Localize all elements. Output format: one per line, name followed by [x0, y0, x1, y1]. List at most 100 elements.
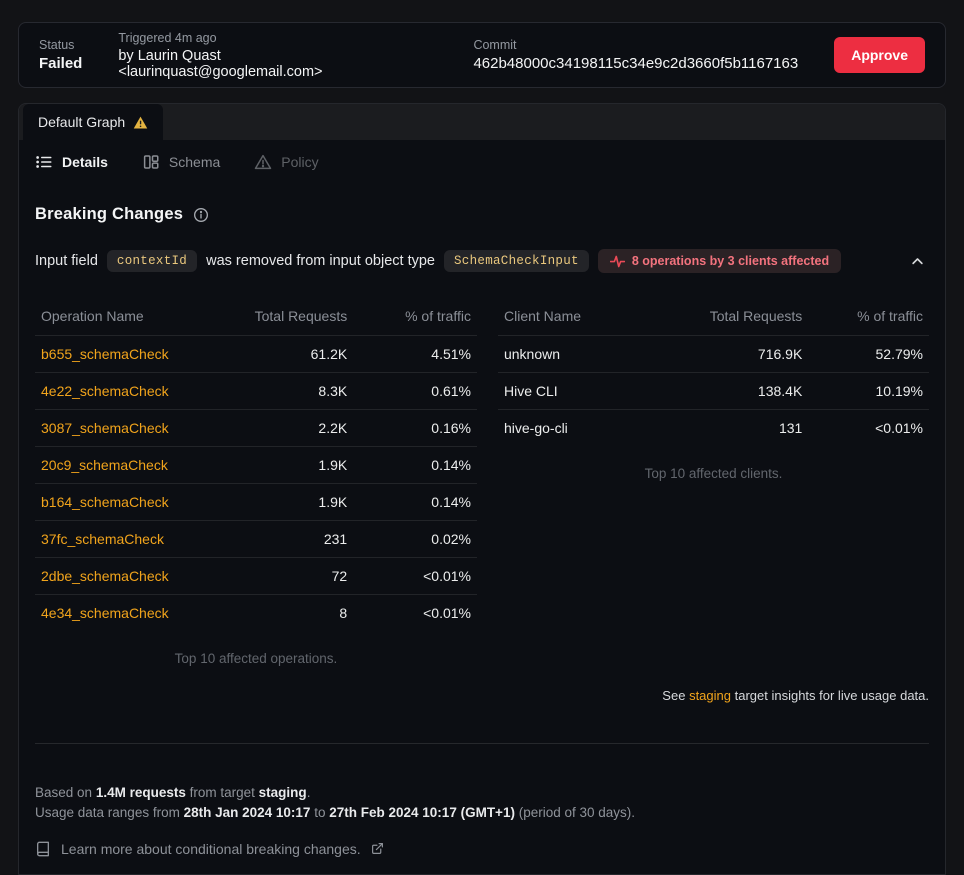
footer-line-requests: Based on 1.4M requests from target stagi…	[35, 784, 311, 800]
triggered-label: Triggered 4m ago	[118, 30, 217, 45]
target-name: staging	[258, 784, 307, 800]
subtab-bar: Details Schema Policy	[35, 140, 929, 184]
table-row: 3087_schemaCheck 2.2K 0.16%	[35, 409, 477, 447]
traffic-percent-cell: 0.02%	[353, 520, 477, 558]
breaking-change-row: Input field contextId was removed from i…	[35, 249, 929, 273]
traffic-percent-cell: <0.01%	[423, 605, 471, 622]
operation-name-link[interactable]: b655_schemaCheck	[35, 335, 221, 373]
tab-default-graph[interactable]: Default Graph	[23, 104, 164, 140]
external-link-icon	[371, 842, 384, 855]
traffic-percent-cell: 4.51%	[353, 335, 477, 373]
change-text-prefix: Input field	[35, 253, 98, 269]
total-requests-cell: 72	[220, 557, 354, 595]
total-requests-cell: 1.9K	[220, 483, 354, 521]
operations-column: Operation Name Total Requests% of traffic…	[35, 302, 477, 666]
staging-target-link[interactable]: staging	[689, 687, 731, 703]
traffic-percent-cell: 0.14%	[353, 483, 477, 521]
change-text-middle: was removed from input object type	[206, 253, 435, 269]
column-header: % of traffic	[353, 302, 477, 336]
traffic-percent-cell: 0.14%	[353, 446, 477, 484]
insights-note-post: target insights for live usage data.	[734, 687, 929, 703]
total-requests-cell: 2.2K	[220, 409, 354, 447]
book-icon	[35, 841, 51, 857]
graph-tab-strip: Default Graph	[19, 104, 945, 140]
insights-note-pre: See	[662, 687, 686, 703]
operation-name-link[interactable]: 2dbe_schemaCheck	[35, 557, 221, 595]
total-requests-cell: 1.9K	[220, 446, 354, 484]
field-code-badge: contextId	[106, 250, 198, 272]
graph-tab-label: Default Graph	[38, 114, 126, 130]
traffic-percent-cell: 0.61%	[353, 372, 477, 410]
client-name-cell: Hive CLI	[497, 372, 679, 410]
commit-label: Commit	[473, 38, 517, 52]
usage-tables: Operation Name Total Requests% of traffic…	[35, 302, 929, 666]
operations-header-row: Operation Name Total Requests% of traffic	[35, 302, 477, 336]
clients-column: Client Name Total Requests% of traffic un…	[497, 302, 929, 666]
policy-warning-icon	[254, 153, 272, 171]
operation-name-link[interactable]: 4e34_schemaCheck	[41, 605, 169, 622]
total-requests-cell: 716.9K	[679, 335, 809, 373]
table-row: 20c9_schemaCheck 1.9K 0.14%	[35, 446, 477, 484]
tab-details-label: Details	[62, 154, 108, 170]
traffic-percent-cell: <0.01%	[353, 557, 477, 595]
status-value: Failed	[39, 55, 83, 72]
learn-more-link[interactable]: Learn more about conditional breaking ch…	[61, 840, 361, 857]
collapse-chevron-icon[interactable]	[906, 250, 929, 273]
commit-value: 462b48000c34198115c34e9c2d3660f5b1167163	[473, 55, 799, 72]
section-title: Breaking Changes	[35, 205, 184, 223]
footer-line-period: Usage data ranges from 28th Jan 2024 10:…	[35, 804, 636, 820]
column-header: % of traffic	[808, 302, 929, 336]
clients-caption: Top 10 affected clients.	[644, 465, 783, 481]
triggered-value: by Laurin Quast <laurinquast@googlemail.…	[118, 47, 323, 80]
client-name-cell: hive-go-cli	[503, 420, 568, 437]
traffic-percent-cell: <0.01%	[875, 420, 923, 437]
tab-details[interactable]: Details	[35, 153, 108, 171]
date-from: 28th Jan 2024 10:17	[183, 804, 311, 820]
table-row: b655_schemaCheck 61.2K 4.51%	[35, 335, 477, 373]
approve-button[interactable]: Approve	[834, 37, 925, 73]
type-code-badge: SchemaCheckInput	[444, 250, 589, 272]
clients-table: Client Name Total Requests% of traffic un…	[497, 302, 929, 447]
operations-table: Operation Name Total Requests% of traffic…	[35, 302, 477, 632]
status-label: Status	[39, 38, 75, 52]
column-header: Operation Name	[35, 302, 221, 336]
usage-footer: Based on 1.4M requests from target stagi…	[35, 783, 929, 859]
total-requests-cell: 8	[339, 605, 348, 622]
total-requests-cell: 138.4K	[679, 372, 809, 410]
column-header: Total Requests	[679, 302, 809, 336]
operation-name-link[interactable]: 20c9_schemaCheck	[35, 446, 221, 484]
total-requests-cell: 231	[220, 520, 354, 558]
traffic-percent-cell: 10.19%	[808, 372, 929, 410]
details-panel: Details Schema Policy Breaking Chan	[19, 140, 945, 874]
check-header-card: Status Failed Triggered 4m ago by Laurin…	[18, 22, 946, 88]
list-icon	[35, 153, 53, 171]
info-icon[interactable]	[193, 207, 209, 223]
schema-columns-icon	[142, 153, 160, 171]
traffic-percent-cell: 0.16%	[353, 409, 477, 447]
total-requests-cell: 131	[778, 420, 803, 437]
tab-policy[interactable]: Policy	[254, 153, 319, 171]
insights-note: See staging target insights for live usa…	[35, 688, 929, 703]
operation-name-link[interactable]: 37fc_schemaCheck	[35, 520, 221, 558]
clients-header-row: Client Name Total Requests% of traffic	[497, 302, 929, 336]
commit-block: Commit 462b48000c34198115c34e9c2d3660f5b…	[473, 38, 798, 72]
tab-schema-label: Schema	[168, 154, 221, 170]
affected-operations-badge[interactable]: 8 operations by 3 clients affected	[597, 249, 842, 273]
tab-policy-label: Policy	[281, 154, 319, 170]
table-row: 2dbe_schemaCheck 72 <0.01%	[35, 557, 477, 595]
traffic-percent-cell: 52.79%	[808, 335, 929, 373]
operation-name-link[interactable]: 3087_schemaCheck	[35, 409, 221, 447]
check-detail-card: Default Graph Details	[18, 103, 946, 875]
status-block: Status Failed	[39, 38, 82, 72]
total-requests-cell: 8.3K	[220, 372, 354, 410]
table-row: 37fc_schemaCheck 231 0.02%	[35, 520, 477, 558]
operations-caption: Top 10 affected operations.	[174, 650, 338, 666]
tab-schema[interactable]: Schema	[142, 153, 220, 171]
column-header: Client Name	[497, 302, 679, 336]
warning-triangle-icon	[133, 115, 148, 130]
operation-name-link[interactable]: b164_schemaCheck	[35, 483, 221, 521]
table-row: 4e22_schemaCheck 8.3K 0.61%	[35, 372, 477, 410]
date-to: 27th Feb 2024 10:17 (GMT+1)	[329, 804, 515, 820]
operation-name-link[interactable]: 4e22_schemaCheck	[35, 372, 221, 410]
